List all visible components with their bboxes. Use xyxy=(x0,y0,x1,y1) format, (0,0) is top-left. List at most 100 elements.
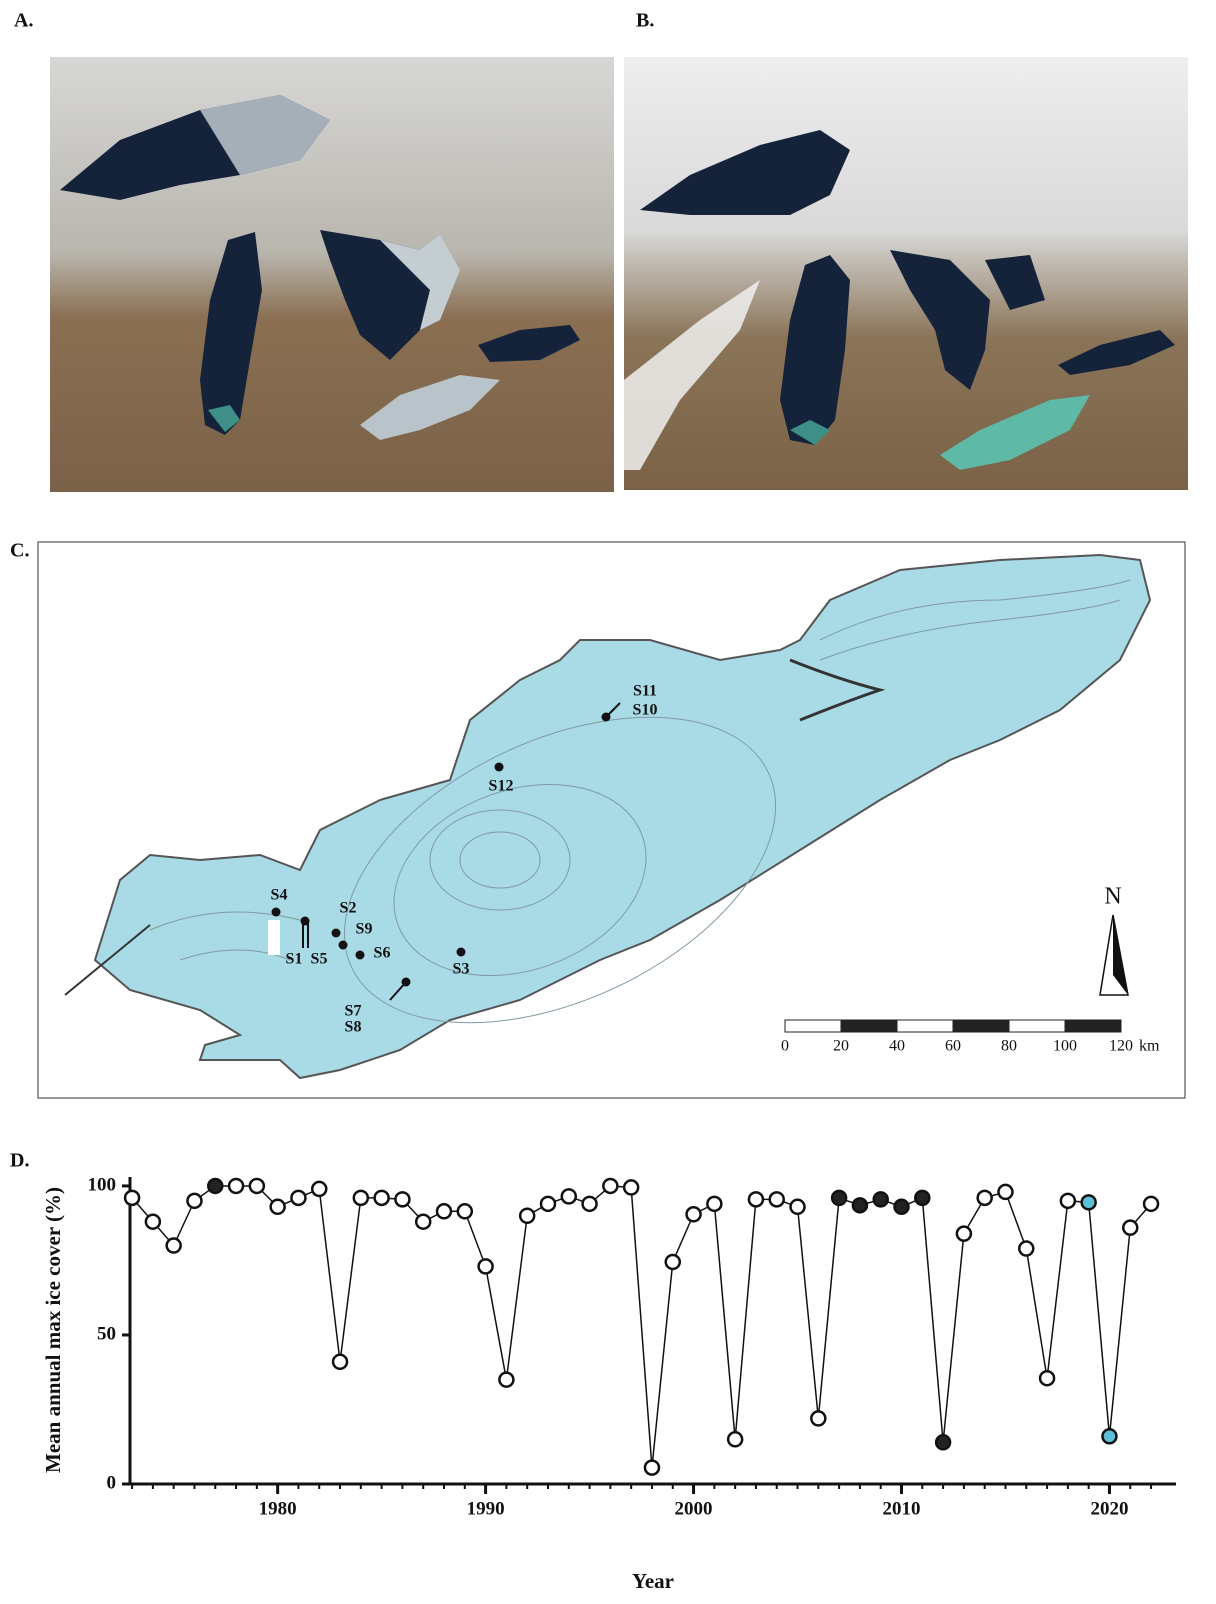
data-point xyxy=(146,1215,160,1229)
data-point xyxy=(936,1435,950,1449)
scale-segment xyxy=(897,1020,953,1032)
line xyxy=(132,1186,1151,1468)
data-point xyxy=(458,1204,472,1218)
figure: N 0 20 40 60 80 100 120 km S4 S1 S5 S2 S9S6 S3 S7S8 S1… xyxy=(0,0,1216,1604)
data-point xyxy=(749,1192,763,1206)
panel-label: D. xyxy=(10,1150,29,1172)
scale-segment xyxy=(1065,1020,1121,1032)
data-point xyxy=(479,1259,493,1273)
data-point xyxy=(291,1191,305,1205)
x-axis-label: Year xyxy=(632,1569,674,1593)
data-point xyxy=(229,1179,243,1193)
scale-label: 60 xyxy=(945,1038,961,1055)
station-dot xyxy=(356,951,365,960)
y-tick-label: 50 xyxy=(97,1323,116,1344)
x-tick-label: 2010 xyxy=(883,1498,921,1519)
data-point xyxy=(832,1191,846,1205)
data-point xyxy=(707,1197,721,1211)
scale-label: 100 xyxy=(1053,1038,1077,1055)
data-point xyxy=(957,1227,971,1241)
data-point xyxy=(1144,1197,1158,1211)
data-point xyxy=(666,1255,680,1269)
station-label: S5 xyxy=(311,951,328,968)
data-point xyxy=(125,1191,139,1205)
satellite-image-b xyxy=(624,57,1188,490)
data-point xyxy=(187,1194,201,1208)
data-point xyxy=(728,1432,742,1446)
station-label: S6 xyxy=(374,945,391,962)
station-dot xyxy=(457,948,466,957)
x-tick-label: 2020 xyxy=(1090,1498,1128,1519)
data-point xyxy=(333,1355,347,1369)
station-label: S9 xyxy=(356,921,373,938)
data-point xyxy=(791,1200,805,1214)
data-point xyxy=(687,1207,701,1221)
data-point xyxy=(1040,1371,1054,1385)
station-label: S1 xyxy=(286,951,303,968)
data-point xyxy=(915,1191,929,1205)
station-label: S4 xyxy=(271,887,288,904)
data-point xyxy=(520,1209,534,1223)
data-point xyxy=(250,1179,264,1193)
y-axis-label: Mean annual max ice cover (%) xyxy=(41,1187,65,1473)
data-point xyxy=(271,1200,285,1214)
data-point xyxy=(208,1179,222,1193)
y-tick-label: 100 xyxy=(88,1174,117,1195)
data-point xyxy=(541,1197,555,1211)
station-dot xyxy=(339,941,348,950)
data-point xyxy=(416,1215,430,1229)
data-point xyxy=(1061,1194,1075,1208)
data-point xyxy=(853,1198,867,1212)
station-dot xyxy=(272,908,281,917)
station-label: S8 xyxy=(345,1019,362,1036)
data-point xyxy=(1082,1195,1096,1209)
scale-label: 20 xyxy=(833,1038,849,1055)
station-label: S3 xyxy=(453,961,470,978)
data-point xyxy=(770,1192,784,1206)
scale-label: 40 xyxy=(889,1038,905,1055)
data-point xyxy=(874,1192,888,1206)
scale-label: 0 xyxy=(781,1038,789,1055)
x-tick-label: 2000 xyxy=(675,1498,713,1519)
data-point xyxy=(583,1197,597,1211)
data-point xyxy=(375,1191,389,1205)
data-point xyxy=(437,1204,451,1218)
station-label: S10 xyxy=(633,702,658,719)
data-point xyxy=(1123,1221,1137,1235)
data-point xyxy=(1102,1429,1116,1443)
station-dot xyxy=(495,763,504,772)
data-point xyxy=(312,1182,326,1196)
station-label: S2 xyxy=(340,900,357,917)
data-point xyxy=(811,1411,825,1425)
station-dot xyxy=(332,929,341,938)
chart: 0 50 100 1980 1990 2000 2010 2020 Year Mean annua… xyxy=(41,1174,1176,1593)
station-label: S11 xyxy=(633,683,657,700)
scale-unit: km xyxy=(1139,1038,1160,1055)
data-point xyxy=(354,1191,368,1205)
north-label: N xyxy=(1104,884,1121,910)
data-point xyxy=(562,1189,576,1203)
satellite-image-a xyxy=(50,57,614,492)
x-tick-label: 1980 xyxy=(259,1498,297,1519)
station-label: S12 xyxy=(489,778,514,795)
data-point xyxy=(624,1180,638,1194)
scale-segment xyxy=(1009,1020,1065,1032)
data-point xyxy=(978,1191,992,1205)
panel-label: B. xyxy=(636,10,654,32)
y-tick-label: 0 xyxy=(107,1472,117,1493)
data-point xyxy=(1019,1242,1033,1256)
x-tick-label: 1990 xyxy=(467,1498,505,1519)
data-point xyxy=(645,1461,659,1475)
data-point xyxy=(603,1179,617,1193)
data-point xyxy=(895,1200,909,1214)
data-point xyxy=(998,1185,1012,1199)
panel-label: C. xyxy=(10,540,29,562)
scale-label: 120 xyxy=(1109,1038,1133,1055)
scale-segment xyxy=(785,1020,841,1032)
scale-segment xyxy=(953,1020,1009,1032)
scale-segment xyxy=(841,1020,897,1032)
data-point xyxy=(499,1373,513,1387)
scale-label: 80 xyxy=(1001,1038,1017,1055)
station-label: S7 xyxy=(345,1003,362,1020)
